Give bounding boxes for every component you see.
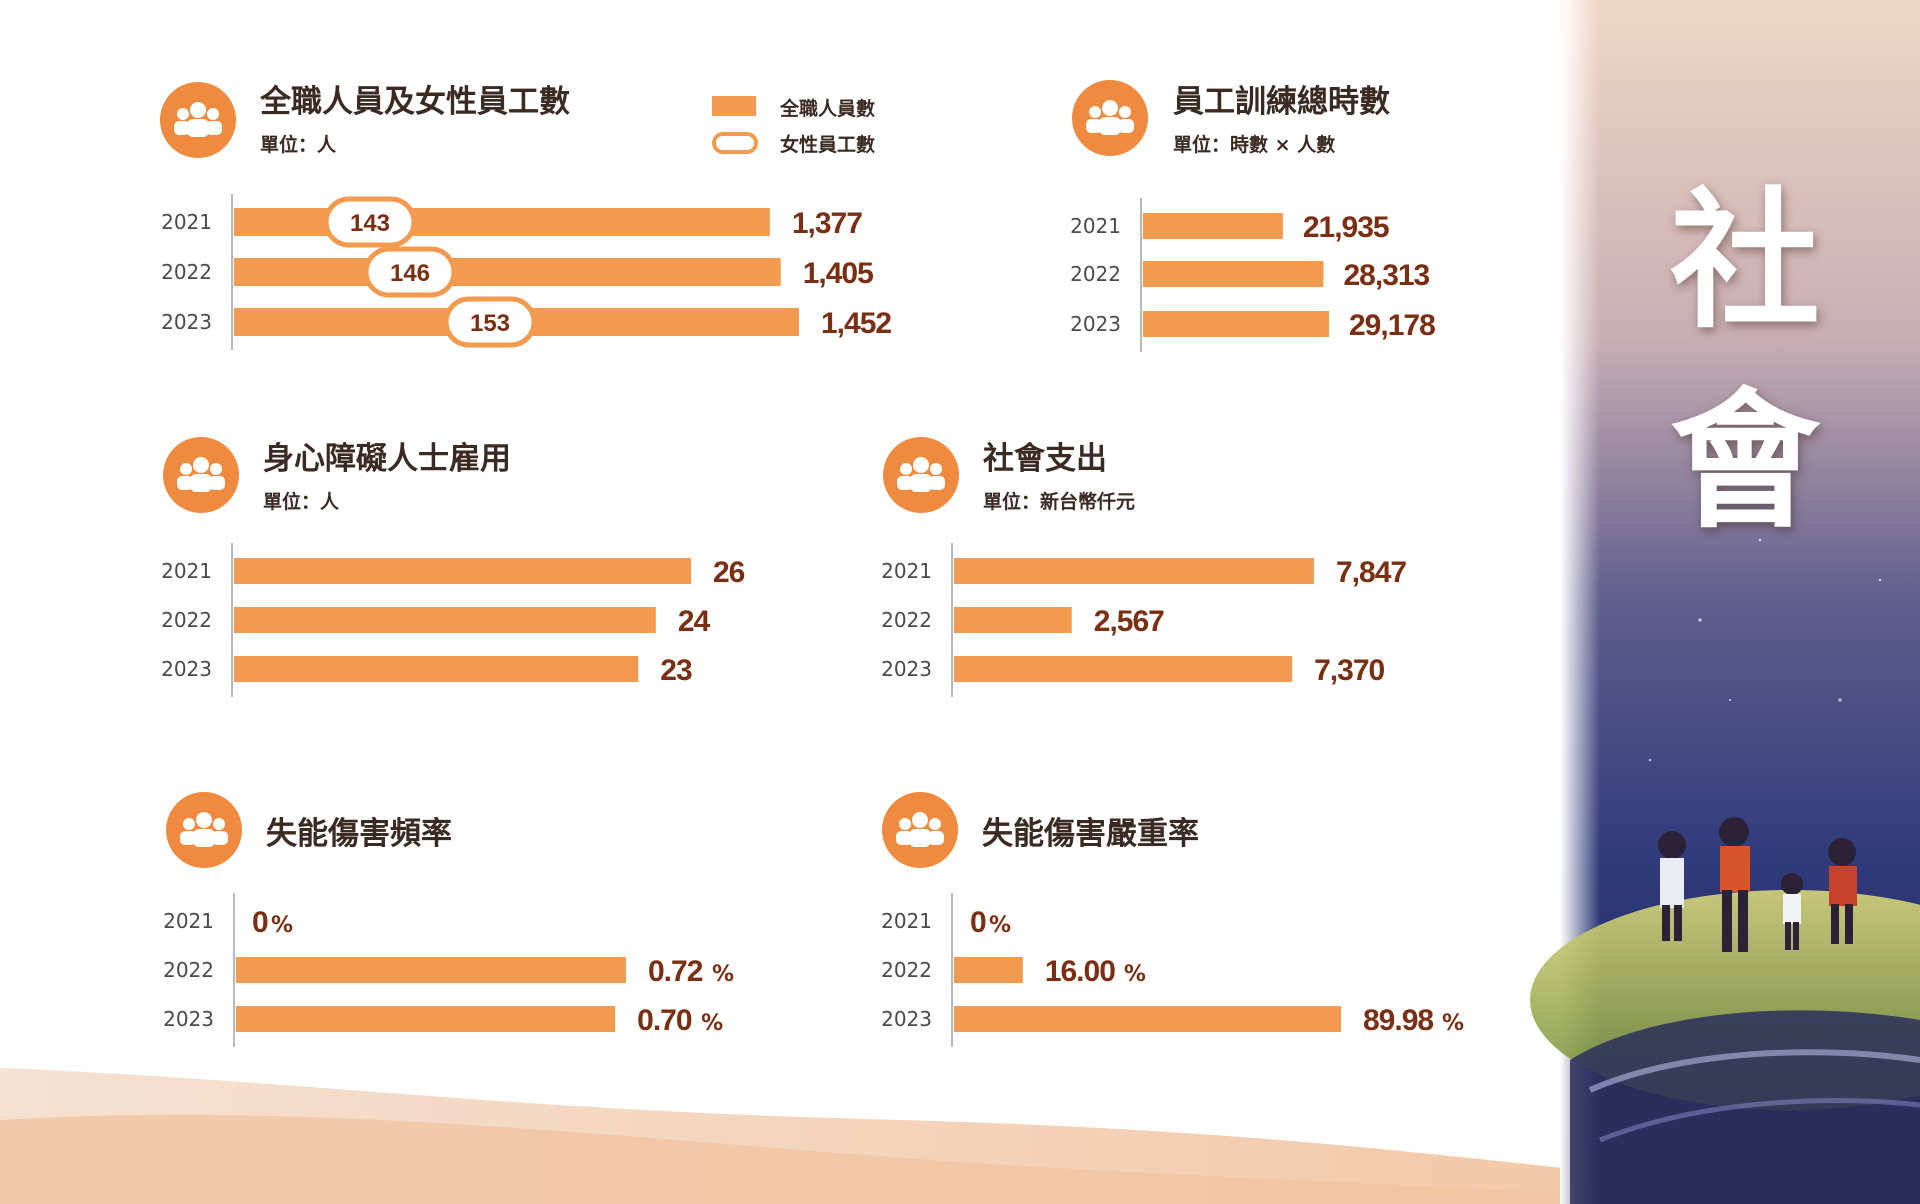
injury_sev-unit-suffix: % (1442, 1011, 1464, 1036)
people-group-icon (882, 792, 958, 868)
disability-bar (234, 656, 639, 682)
legend-female-swatch (712, 132, 758, 154)
injury_sev-unit-suffix: % (989, 913, 1011, 938)
training-value-label: 29,178 (1349, 309, 1435, 342)
injury_freq-value-label: 0.72 (648, 955, 703, 988)
training-year-label: 2021 (1070, 214, 1121, 238)
social_spend-year-label: 2021 (881, 559, 932, 583)
social_spend-year-label: 2023 (881, 657, 932, 681)
injury_freq-year-label: 2022 (163, 958, 214, 982)
disability-year-label: 2021 (161, 559, 212, 583)
disability-unit: 單位：人 (263, 491, 340, 513)
social_spend-bar (954, 558, 1314, 584)
training-value-label: 28,313 (1343, 259, 1429, 292)
training-value-label: 21,935 (1303, 211, 1389, 244)
social_spend-value-label: 2,567 (1094, 605, 1164, 638)
injury_freq-value-label: 0.70 (637, 1004, 692, 1037)
children-illustration (1658, 817, 1857, 952)
employees-value-label: 1,377 (792, 207, 862, 240)
employees-value-label: 1,452 (821, 307, 891, 340)
training-year-label: 2023 (1070, 312, 1121, 336)
employees-unit: 單位：人 (260, 134, 337, 156)
disability-year-label: 2022 (161, 608, 212, 632)
disability-year-label: 2023 (161, 657, 212, 681)
disability-bar (234, 558, 691, 584)
training-title: 員工訓練總時數 (1173, 84, 1390, 120)
injury_sev-year-label: 2022 (881, 958, 932, 982)
female-employee-value: 153 (470, 310, 510, 337)
injury_freq-bar (236, 957, 626, 983)
injury-frequency-title: 失能傷害頻率 (266, 816, 452, 852)
employees-bar (234, 208, 770, 236)
disability-title: 身心障礙人士雇用 (263, 441, 511, 477)
injury_freq-unit-suffix: % (271, 913, 293, 938)
injury_freq-value-label: 0 (252, 906, 268, 939)
injury_sev-value-label: 89.98 (1363, 1004, 1433, 1037)
injury_freq-bar (236, 1006, 616, 1032)
social_spend-bar (954, 656, 1293, 682)
people-group-icon (883, 437, 959, 513)
employees-bar (234, 258, 781, 286)
injury_sev-bar (954, 1006, 1341, 1032)
social_spend-year-label: 2022 (881, 608, 932, 632)
employees-year-label: 2021 (161, 210, 212, 234)
social_spend-value-label: 7,370 (1314, 654, 1384, 687)
side-title-char-1: 社 (1670, 173, 1821, 349)
legend-full-time-label: 全職人員數 (780, 98, 876, 120)
training-bar (1143, 261, 1324, 287)
female-employee-value: 146 (390, 260, 430, 287)
training-year-label: 2022 (1070, 262, 1121, 286)
disability-value-label: 24 (678, 605, 711, 638)
disability-bar (234, 607, 656, 633)
injury_sev-unit-suffix: % (1124, 962, 1146, 987)
side-title-char-2: 會 (1670, 373, 1821, 549)
injury_freq-year-label: 2023 (163, 1007, 214, 1031)
injury_freq-unit-suffix: % (701, 1011, 723, 1036)
injury_sev-value-label: 0 (970, 906, 986, 939)
injury_freq-year-label: 2021 (163, 909, 214, 933)
people-group-icon (160, 82, 236, 158)
female-employee-pill (363, 246, 457, 298)
social_spend-bar (954, 607, 1072, 633)
employees-year-label: 2022 (161, 260, 212, 284)
social-spend-unit: 單位：新台幣仟元 (983, 491, 1136, 513)
social-spend-title: 社會支出 (983, 441, 1107, 477)
injury-severity-title: 失能傷害嚴重率 (982, 816, 1199, 852)
people-group-icon (163, 437, 239, 513)
employees-value-label: 1,405 (803, 257, 873, 290)
training-unit: 單位：時數 × 人數 (1173, 134, 1336, 156)
legend-female-label: 女性員工數 (780, 134, 876, 156)
injury_sev-year-label: 2023 (881, 1007, 932, 1031)
disability-value-label: 26 (713, 556, 745, 589)
social_spend-value-label: 7,847 (1336, 556, 1406, 589)
female-employee-pill (323, 196, 417, 248)
legend-full-time-swatch (712, 96, 756, 116)
disability-value-label: 23 (660, 654, 692, 687)
injury_freq-unit-suffix: % (712, 962, 734, 987)
employees-title: 全職人員及女性員工數 (260, 84, 570, 120)
training-bar (1143, 311, 1329, 337)
female-employee-value: 143 (350, 210, 390, 237)
people-group-icon (1072, 80, 1148, 156)
employees-year-label: 2023 (161, 310, 212, 334)
training-bar (1143, 213, 1283, 239)
female-employee-pill (443, 296, 537, 348)
people-group-icon (166, 792, 242, 868)
injury_sev-value-label: 16.00 (1045, 955, 1115, 988)
injury_sev-bar (954, 957, 1023, 983)
injury_sev-year-label: 2021 (881, 909, 932, 933)
